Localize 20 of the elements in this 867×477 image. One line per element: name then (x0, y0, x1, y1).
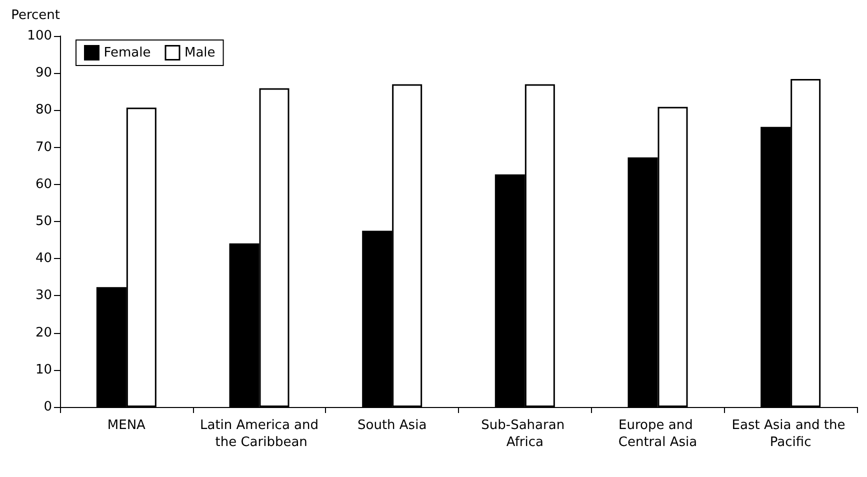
x-tick-label: MENA (107, 418, 146, 433)
legend-label: Female (104, 45, 151, 60)
y-tick-label: 50 (35, 214, 52, 229)
y-tick-label: 0 (44, 400, 52, 414)
y-tick-label: 80 (35, 102, 52, 118)
y-tick-label: 90 (35, 66, 52, 81)
y-tick-label: 60 (35, 176, 52, 192)
x-tick-label: South Asia (357, 418, 427, 433)
x-tick-label: East Asia and the Pacific (732, 418, 850, 450)
y-tick-label: 30 (35, 288, 52, 304)
y-axis-title: Percent (11, 8, 60, 23)
y-tick-label: 10 (35, 362, 52, 378)
x-tick-label: Latin America and the Caribbean (200, 418, 319, 450)
x-tick-label: Europe and Central Asia (618, 418, 698, 450)
y-tick-label: 40 (35, 251, 52, 266)
legend-label: Male (184, 45, 216, 60)
y-tick-label: 20 (35, 325, 52, 340)
y-tick-label: 70 (35, 140, 52, 155)
x-tick-label: Sub-Saharan Africa (481, 418, 569, 450)
y-tick-label: 100 (27, 28, 52, 44)
